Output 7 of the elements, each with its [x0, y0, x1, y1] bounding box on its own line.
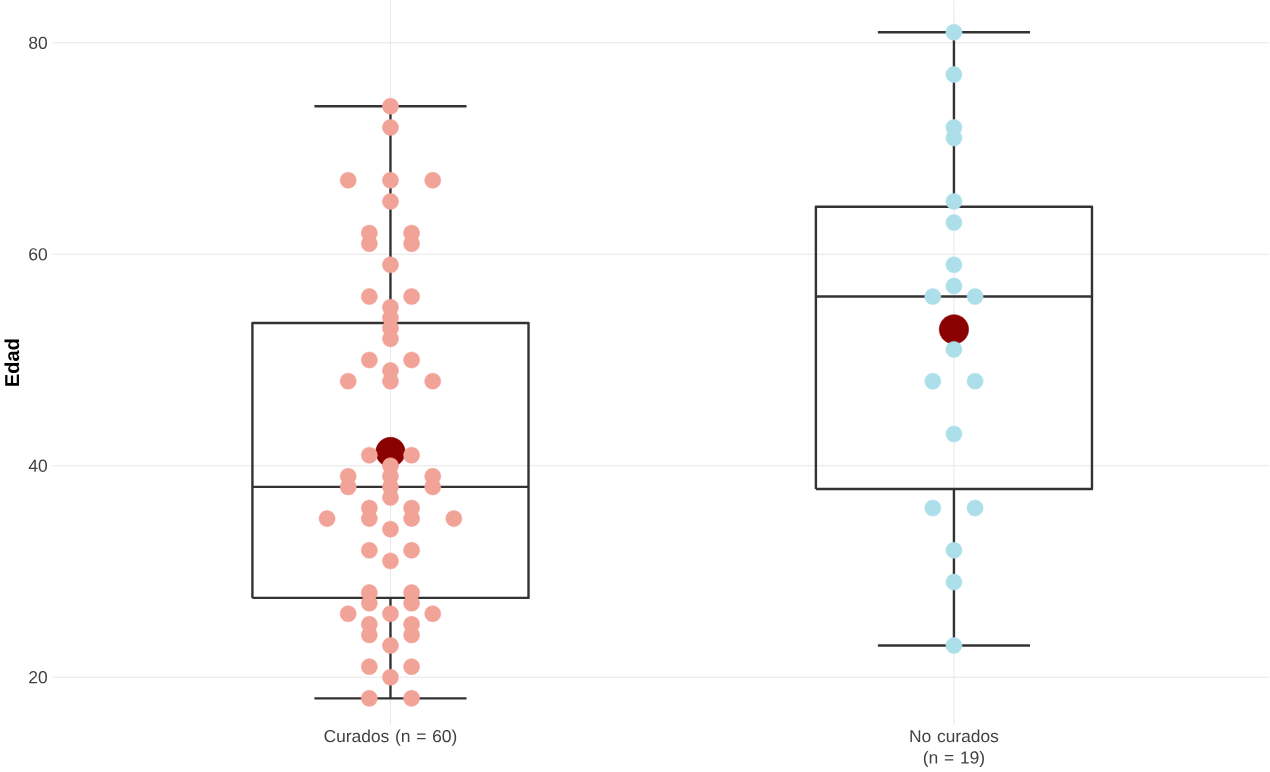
y-tick-label: 60 [29, 248, 47, 261]
x-tick-label: No curados (n = 19) [910, 729, 999, 768]
y-tick-label: 80 [29, 36, 47, 50]
x-tick-label: Curados (n = 60) [324, 729, 457, 746]
y-tick-label: 40 [28, 459, 47, 473]
y-axis-title: Edad [4, 339, 20, 387]
y-tick-label: 20 [29, 671, 47, 684]
